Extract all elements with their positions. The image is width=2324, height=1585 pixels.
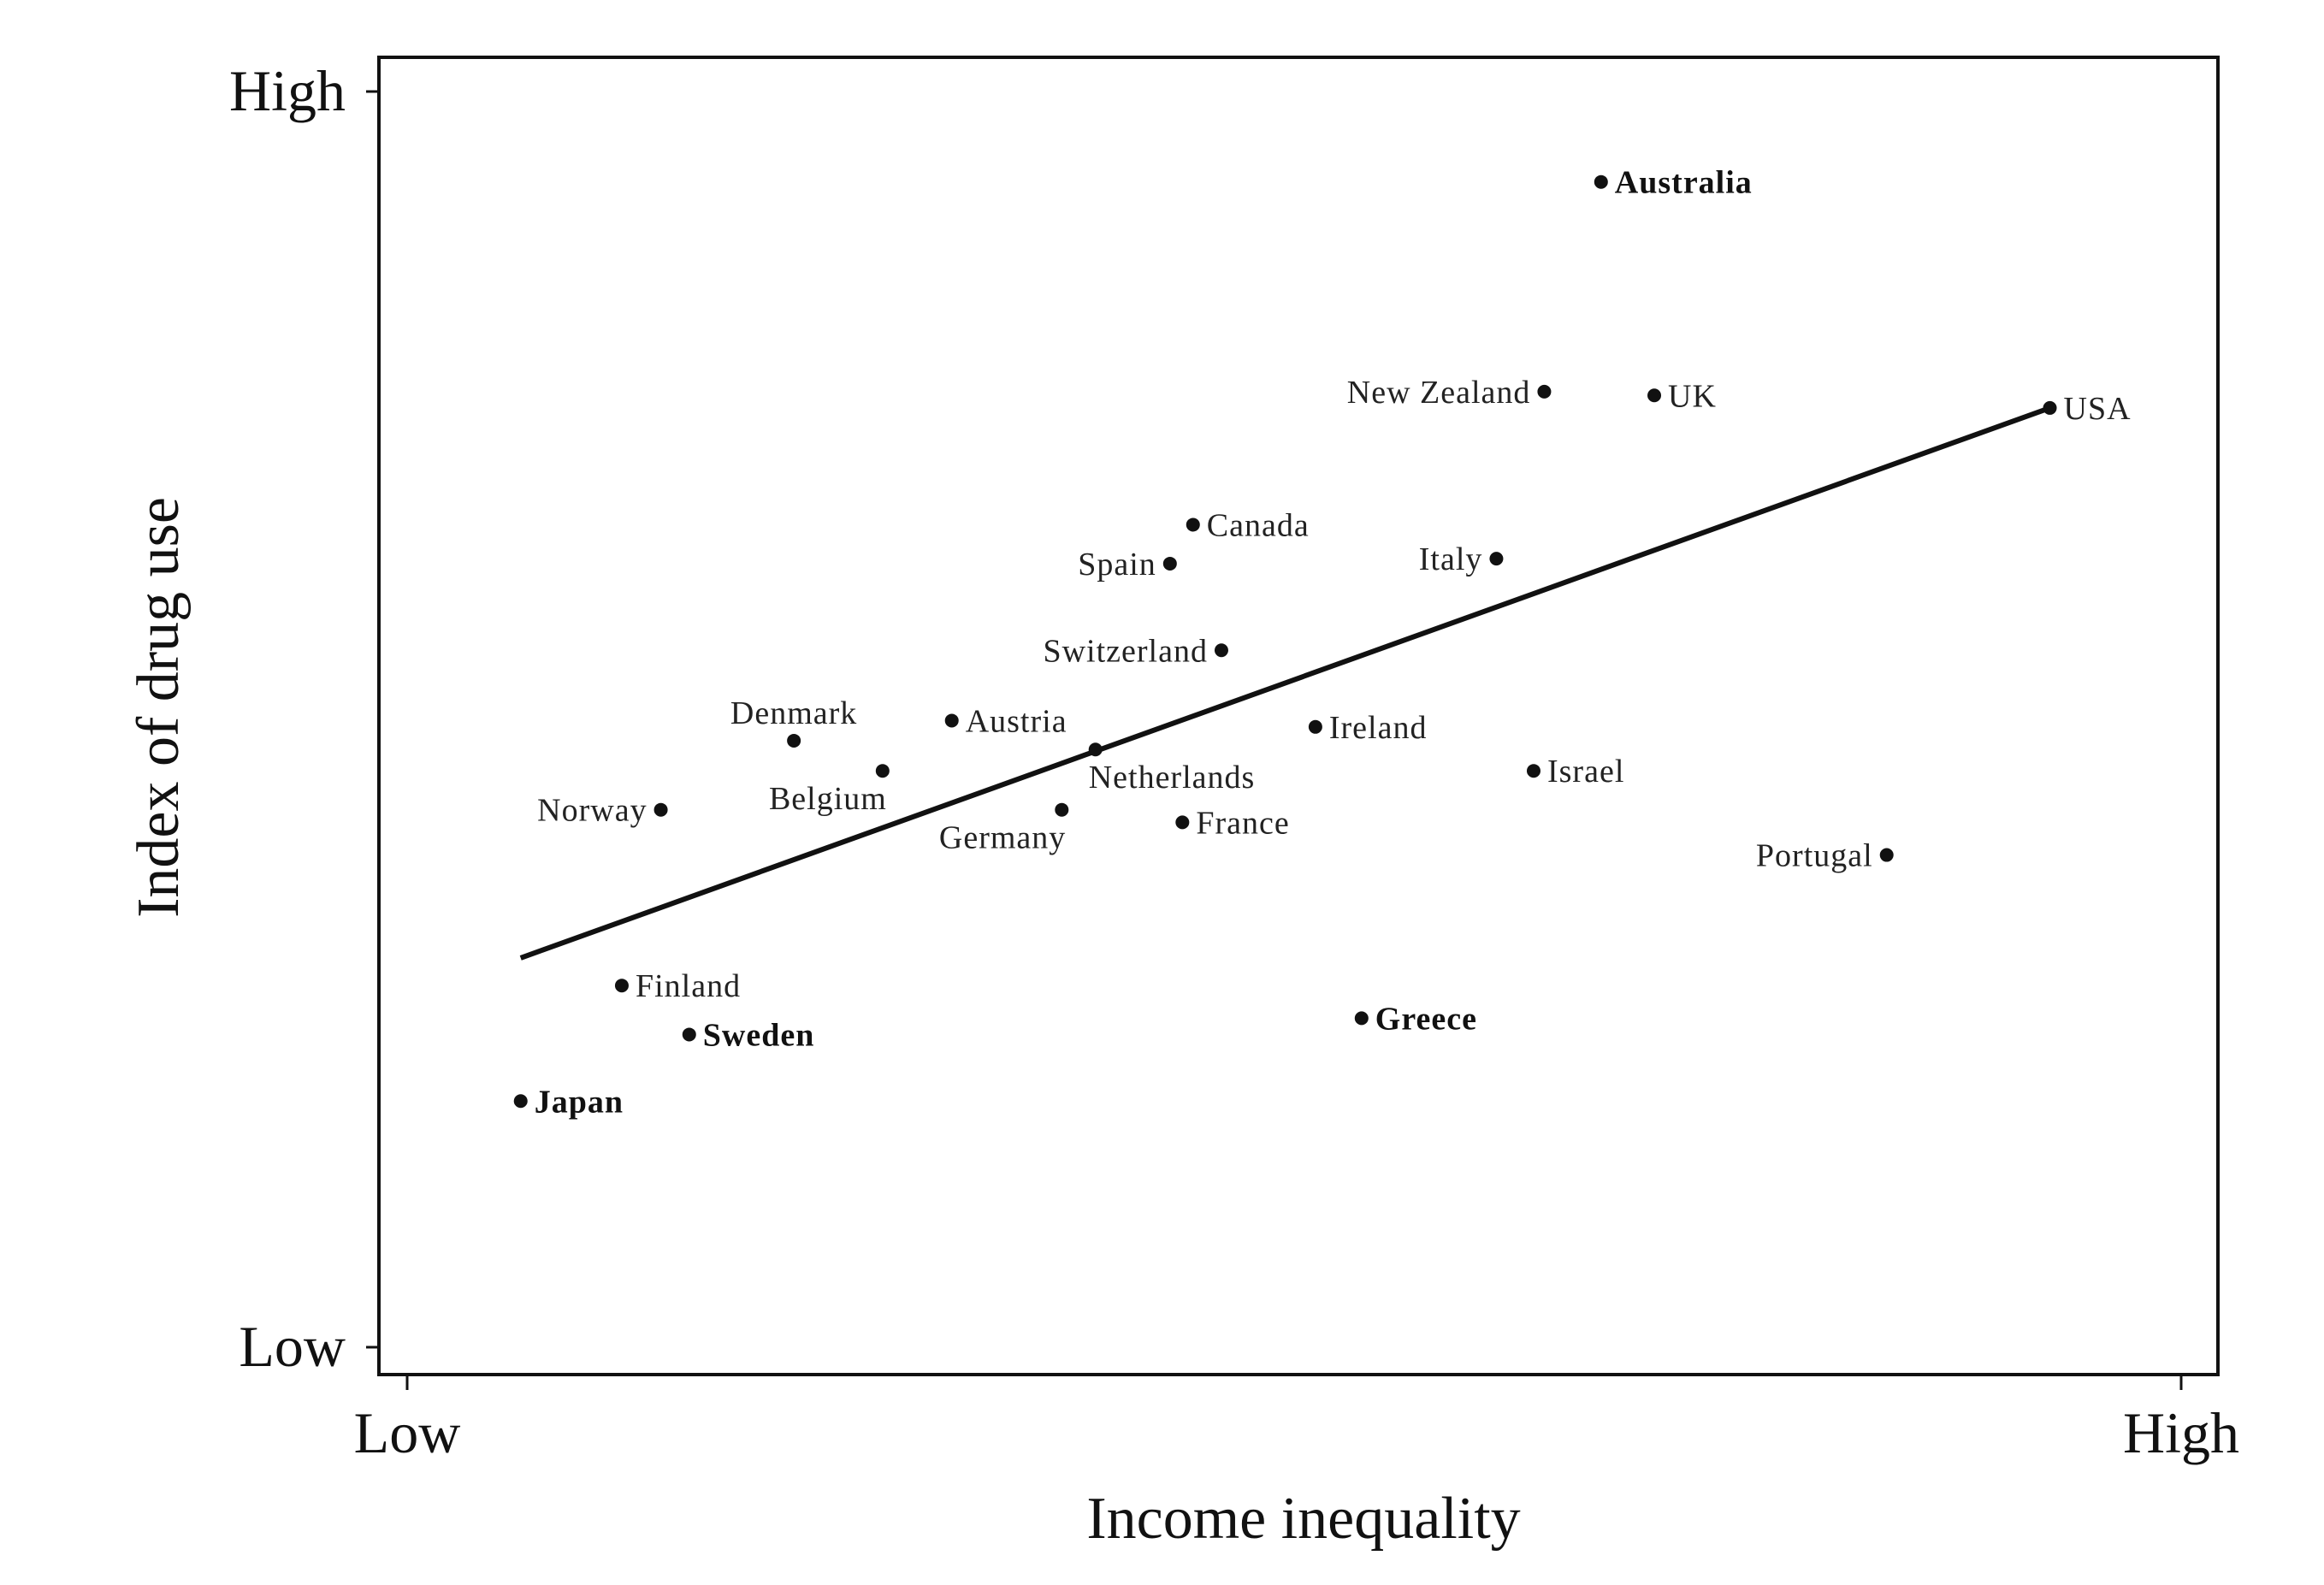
point-italy xyxy=(1489,552,1504,566)
point-label-japan: Japan xyxy=(535,1084,624,1120)
point-france xyxy=(1175,815,1190,830)
x-axis-title: Income inequality xyxy=(1086,1486,1520,1552)
point-label-israel: Israel xyxy=(1547,754,1624,790)
point-label-belgium: Belgium xyxy=(769,781,887,817)
point-label-norway: Norway xyxy=(537,793,647,829)
point-uk xyxy=(1647,388,1662,403)
point-label-switzerland: Switzerland xyxy=(1043,633,1208,669)
point-spain xyxy=(1162,556,1177,571)
point-switzerland xyxy=(1214,643,1228,658)
axis-ticks: Low High Low High xyxy=(229,58,2239,1465)
point-norway xyxy=(653,802,668,817)
point-austria xyxy=(944,713,959,728)
point-label-austria: Austria xyxy=(966,703,1067,739)
point-germany xyxy=(1055,802,1069,817)
data-points: Australia New Zealand UK USA Canada Spain Ital… xyxy=(513,165,2132,1120)
point-label-uk: UK xyxy=(1668,378,1717,414)
x-tick-label-1: High xyxy=(2123,1400,2239,1465)
y-axis-title: Index of drug use xyxy=(126,497,192,918)
point-label-netherlands: Netherlands xyxy=(1089,760,1256,795)
point-ireland xyxy=(1308,719,1322,734)
point-label-denmark: Denmark xyxy=(730,695,857,731)
point-label-sweden: Sweden xyxy=(703,1017,815,1053)
point-label-germany: Germany xyxy=(939,820,1066,856)
point-canada xyxy=(1186,517,1200,532)
point-israel xyxy=(1526,764,1540,778)
point-label-new-zealand: New Zealand xyxy=(1347,375,1531,411)
point-australia xyxy=(1594,174,1608,189)
x-tick-label-0: Low xyxy=(354,1400,461,1465)
point-label-australia: Australia xyxy=(1615,165,1753,201)
point-label-portugal: Portugal xyxy=(1756,838,1873,874)
point-denmark xyxy=(787,733,801,748)
plot-frame xyxy=(377,56,2220,1376)
point-label-france: France xyxy=(1196,805,1289,841)
point-finland xyxy=(614,979,629,993)
point-sweden xyxy=(682,1027,696,1042)
point-label-canada: Canada xyxy=(1207,507,1310,543)
y-tick-label-0: Low xyxy=(239,1314,346,1379)
trend-line xyxy=(519,405,2051,961)
point-new-zealand xyxy=(1537,384,1552,399)
point-label-spain: Spain xyxy=(1078,547,1156,583)
y-tick-label-1: High xyxy=(229,58,346,123)
point-label-greece: Greece xyxy=(1375,1001,1477,1037)
point-label-finland: Finland xyxy=(636,968,741,1004)
point-belgium xyxy=(875,764,890,778)
point-label-italy: Italy xyxy=(1419,541,1483,577)
point-label-ireland: Ireland xyxy=(1329,710,1428,746)
point-usa xyxy=(2043,400,2057,415)
point-netherlands xyxy=(1088,742,1103,757)
point-greece xyxy=(1354,1011,1369,1026)
point-japan xyxy=(513,1094,528,1109)
point-portugal xyxy=(1879,848,1894,862)
point-label-usa: USA xyxy=(2064,391,2132,427)
